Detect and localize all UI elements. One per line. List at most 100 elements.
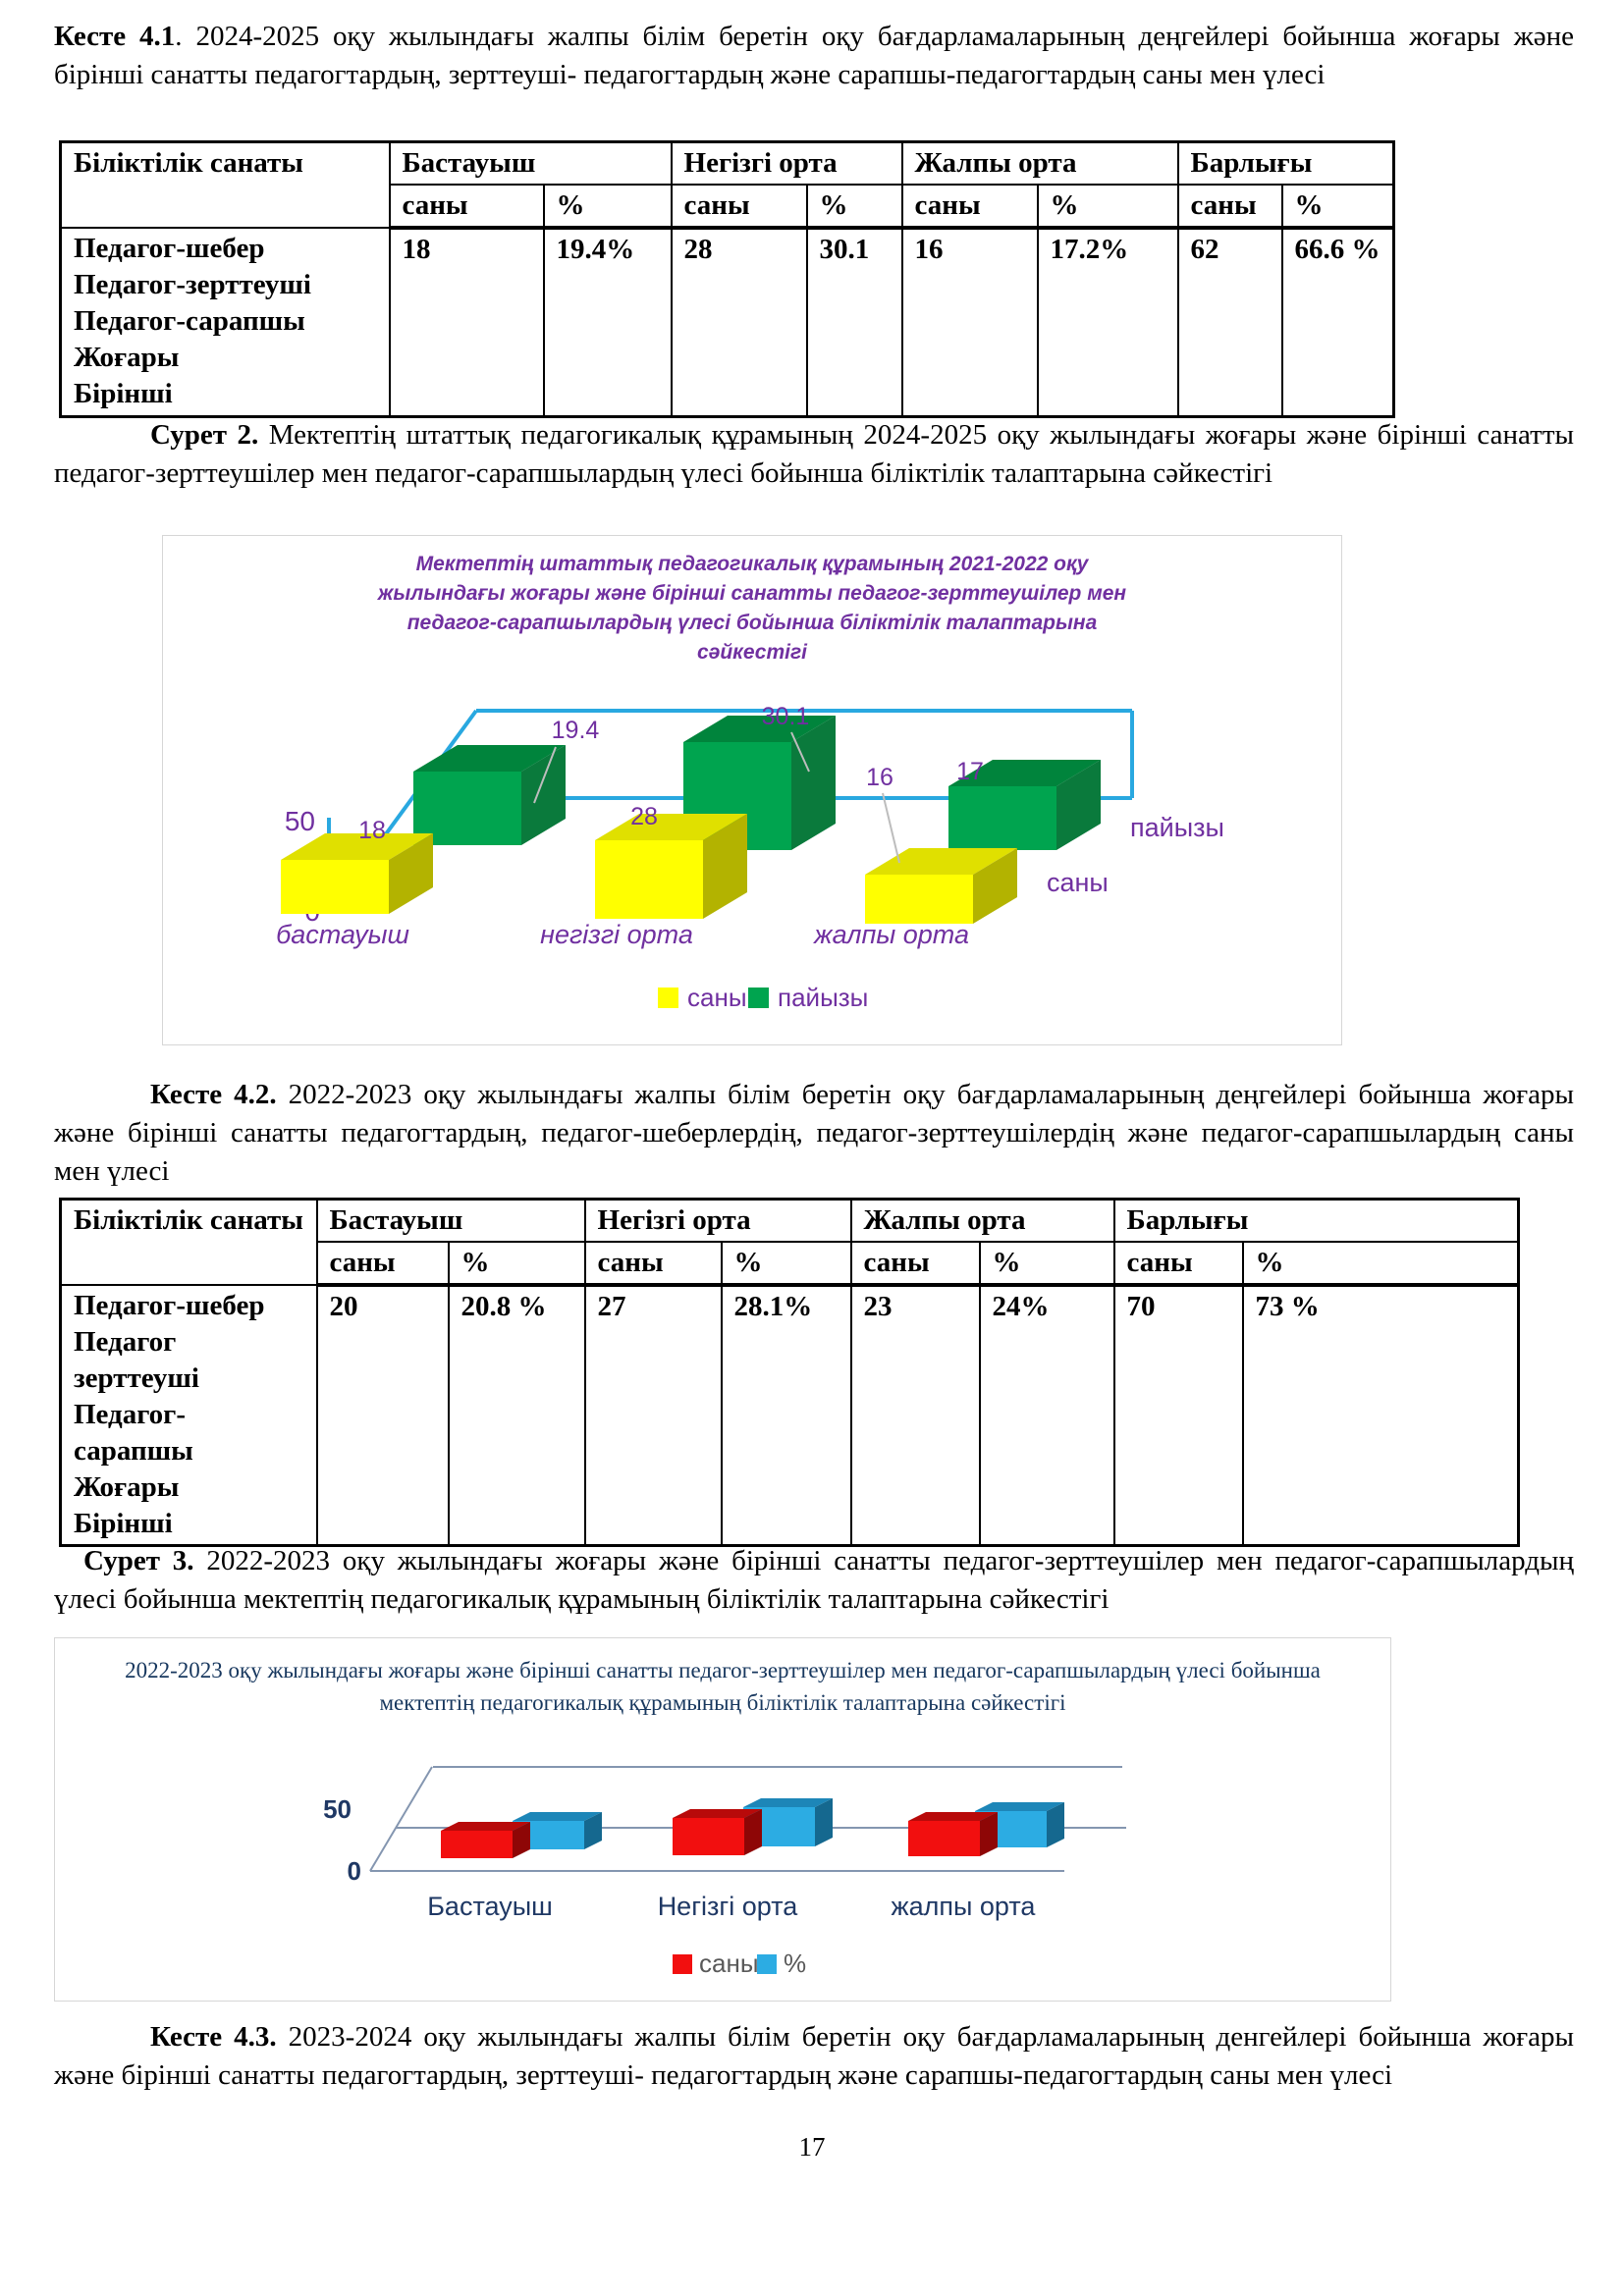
category-line: Жоғары	[74, 1471, 180, 1503]
table2-category-cell: Педагог-шебер Педагог зерттеуші Педагог-…	[59, 1284, 318, 1547]
table-row: Біліктілік санаты Бастауыш Негізгі орта …	[59, 1198, 1520, 1286]
page-number: 17	[798, 2132, 826, 2162]
bar-sany-zhalpy	[908, 1812, 998, 1856]
table2-group-header: Негізгі орта	[583, 1198, 852, 1243]
chart2-plot: 50 0	[323, 1766, 1126, 1978]
category-line: Педагог-	[74, 1399, 186, 1430]
category-line: Педагог-шебер	[74, 1290, 265, 1321]
table2-sub-header: %	[1241, 1241, 1520, 1287]
table1-value: 30.1	[805, 227, 903, 417]
series-axis-label-sany: саны	[1047, 868, 1109, 897]
figure3-caption-text: 2022-2023 оқу жылындағы жоғары және бірі…	[54, 1545, 1575, 1615]
category-label: жалпы орта	[813, 920, 969, 949]
table2-sub-header: %	[978, 1241, 1115, 1287]
table1-col1-header: Біліктілік санаты	[59, 140, 391, 229]
table1-sub-header: саны	[1176, 184, 1283, 230]
table2-sub-header: саны	[1112, 1241, 1244, 1287]
table1-sub-header: саны	[388, 184, 545, 230]
table1-group-header: Жалпы орта	[900, 140, 1179, 186]
chart1-leader-lines	[533, 731, 900, 864]
bar-paiyzy-bastauysh	[413, 745, 566, 845]
table2-sub-header: саны	[315, 1241, 450, 1287]
table2-value: 73 %	[1241, 1284, 1520, 1547]
category-label: Бастауыш	[427, 1892, 553, 1921]
y-tick-max: 50	[285, 806, 315, 836]
legend-swatch-sany	[673, 1954, 692, 1974]
figure2-caption: Сурет 2. Мектептің штаттық педагогикалық…	[54, 416, 1574, 493]
table1-value: 19.4%	[542, 227, 673, 417]
chart1-data-labels: 18 28 16 19.4 30.1 17	[358, 703, 984, 844]
category-label: бастауыш	[276, 920, 409, 949]
table1-caption-label: Кесте 4.1	[54, 21, 176, 52]
table2-group-header: Барлығы	[1112, 1198, 1520, 1243]
table2-caption-text: 2022-2023 оқу жылындағы жалпы білім бере…	[54, 1079, 1574, 1187]
table2-value: 24%	[978, 1284, 1115, 1547]
legend-swatch-paiyzy	[748, 988, 769, 1008]
table2-sub-header: %	[720, 1241, 852, 1287]
table-4-1: Біліктілік санаты Бастауыш Негізгі орта …	[59, 140, 1396, 418]
label-paiyzy-2: 17	[956, 758, 984, 785]
table3-caption: Кесте 4.3. 2023-2024 оқу жылындағы жалпы…	[54, 2018, 1574, 2095]
chart2-bars	[441, 1798, 1064, 1858]
label-paiyzy-1: 30.1	[762, 703, 810, 730]
table1-sub-header: саны	[900, 184, 1039, 230]
table1-sub-header: %	[1280, 184, 1395, 230]
figure2-caption-text: Мектептің штаттық педагогикалық құрамыны…	[54, 419, 1574, 489]
chart1-plot: 50 0	[276, 703, 1224, 1012]
category-label: Негізгі орта	[658, 1892, 799, 1921]
label-sany-0: 18	[358, 817, 386, 844]
chart1-legend: саны пайызы	[658, 983, 868, 1012]
category-line: Педагог-шебер	[74, 233, 265, 264]
table1-sub-header: %	[542, 184, 673, 230]
table2-sub-header: саны	[583, 1241, 723, 1287]
table1-group-header: Бастауыш	[388, 140, 673, 186]
table1-value: 18	[388, 227, 545, 417]
chart1-series-axis: пайызы саны	[1047, 813, 1224, 897]
chart1-panel: 50 0	[162, 535, 1342, 1045]
bar-sany-negizgi	[673, 1809, 762, 1855]
table1-caption-text: . 2024-2025 оқу жылындағы жалпы білім бе…	[54, 21, 1574, 90]
table1-value: 62	[1176, 227, 1283, 417]
label-sany-1: 28	[630, 803, 658, 830]
table2-value: 70	[1112, 1284, 1244, 1547]
bar-sany-bastauysh	[281, 833, 433, 914]
table1-value: 66.6 %	[1280, 227, 1395, 417]
legend-label-paiyzy: пайызы	[778, 983, 868, 1012]
table2-group-header: Бастауыш	[315, 1198, 586, 1243]
table2-group-header: Жалпы орта	[849, 1198, 1115, 1243]
category-line: Педагог-зерттеуші	[74, 269, 311, 300]
chart1-title: Мектептің штаттық педагогикалық құрамыны…	[377, 553, 1127, 664]
table2-sub-header: %	[447, 1241, 586, 1287]
table-4-2: Біліктілік санаты Бастауыш Негізгі орта …	[59, 1198, 1521, 1547]
table3-caption-label: Кесте 4.3.	[150, 2021, 277, 2053]
figure3-caption: Сурет 3. 2022-2023 оқу жылындағы жоғары …	[54, 1542, 1574, 1619]
table1-value: 16	[900, 227, 1039, 417]
table-row: саны % саны % саны % саны %	[61, 184, 1395, 230]
category-line: Педагог-сарапшы	[74, 305, 305, 337]
series-axis-label-paiyzy: пайызы	[1130, 813, 1224, 842]
category-line: Педагог	[74, 1326, 177, 1358]
table2-sub-header: саны	[849, 1241, 981, 1287]
category-line: зерттеуші	[74, 1362, 199, 1394]
y-tick-max: 50	[323, 1794, 352, 1824]
legend-swatch-sany	[658, 988, 678, 1008]
category-line: Бірінші	[74, 1508, 173, 1539]
table1-value: 28	[670, 227, 808, 417]
table-row: саны % саны % саны % саны %	[61, 1241, 1520, 1287]
category-line: Бірінші	[74, 378, 173, 409]
bar-sany-bastauysh	[441, 1822, 530, 1858]
table1-category-cell: Педагог-шебер Педагог-зерттеуші Педагог-…	[59, 227, 391, 417]
table2-value: 23	[849, 1284, 981, 1547]
legend-label-percent: %	[784, 1949, 806, 1978]
series-paiyzy-bars	[413, 716, 1101, 850]
table1-value: 17.2%	[1036, 227, 1179, 417]
table2-value: 27	[583, 1284, 723, 1547]
table2-value: 28.1%	[720, 1284, 852, 1547]
table1-sub-header: %	[1036, 184, 1179, 230]
bar-sany-negizgi	[595, 814, 747, 919]
chart1-category-axis: бастауыш негізгі орта жалпы орта	[276, 920, 969, 949]
figure2-caption-label: Сурет 2.	[150, 419, 259, 451]
table-row: Педагог-шебер Педагог-зерттеуші Педагог-…	[59, 227, 1395, 417]
table2-caption: Кесте 4.2. 2022-2023 оқу жылындағы жалпы…	[54, 1076, 1574, 1191]
